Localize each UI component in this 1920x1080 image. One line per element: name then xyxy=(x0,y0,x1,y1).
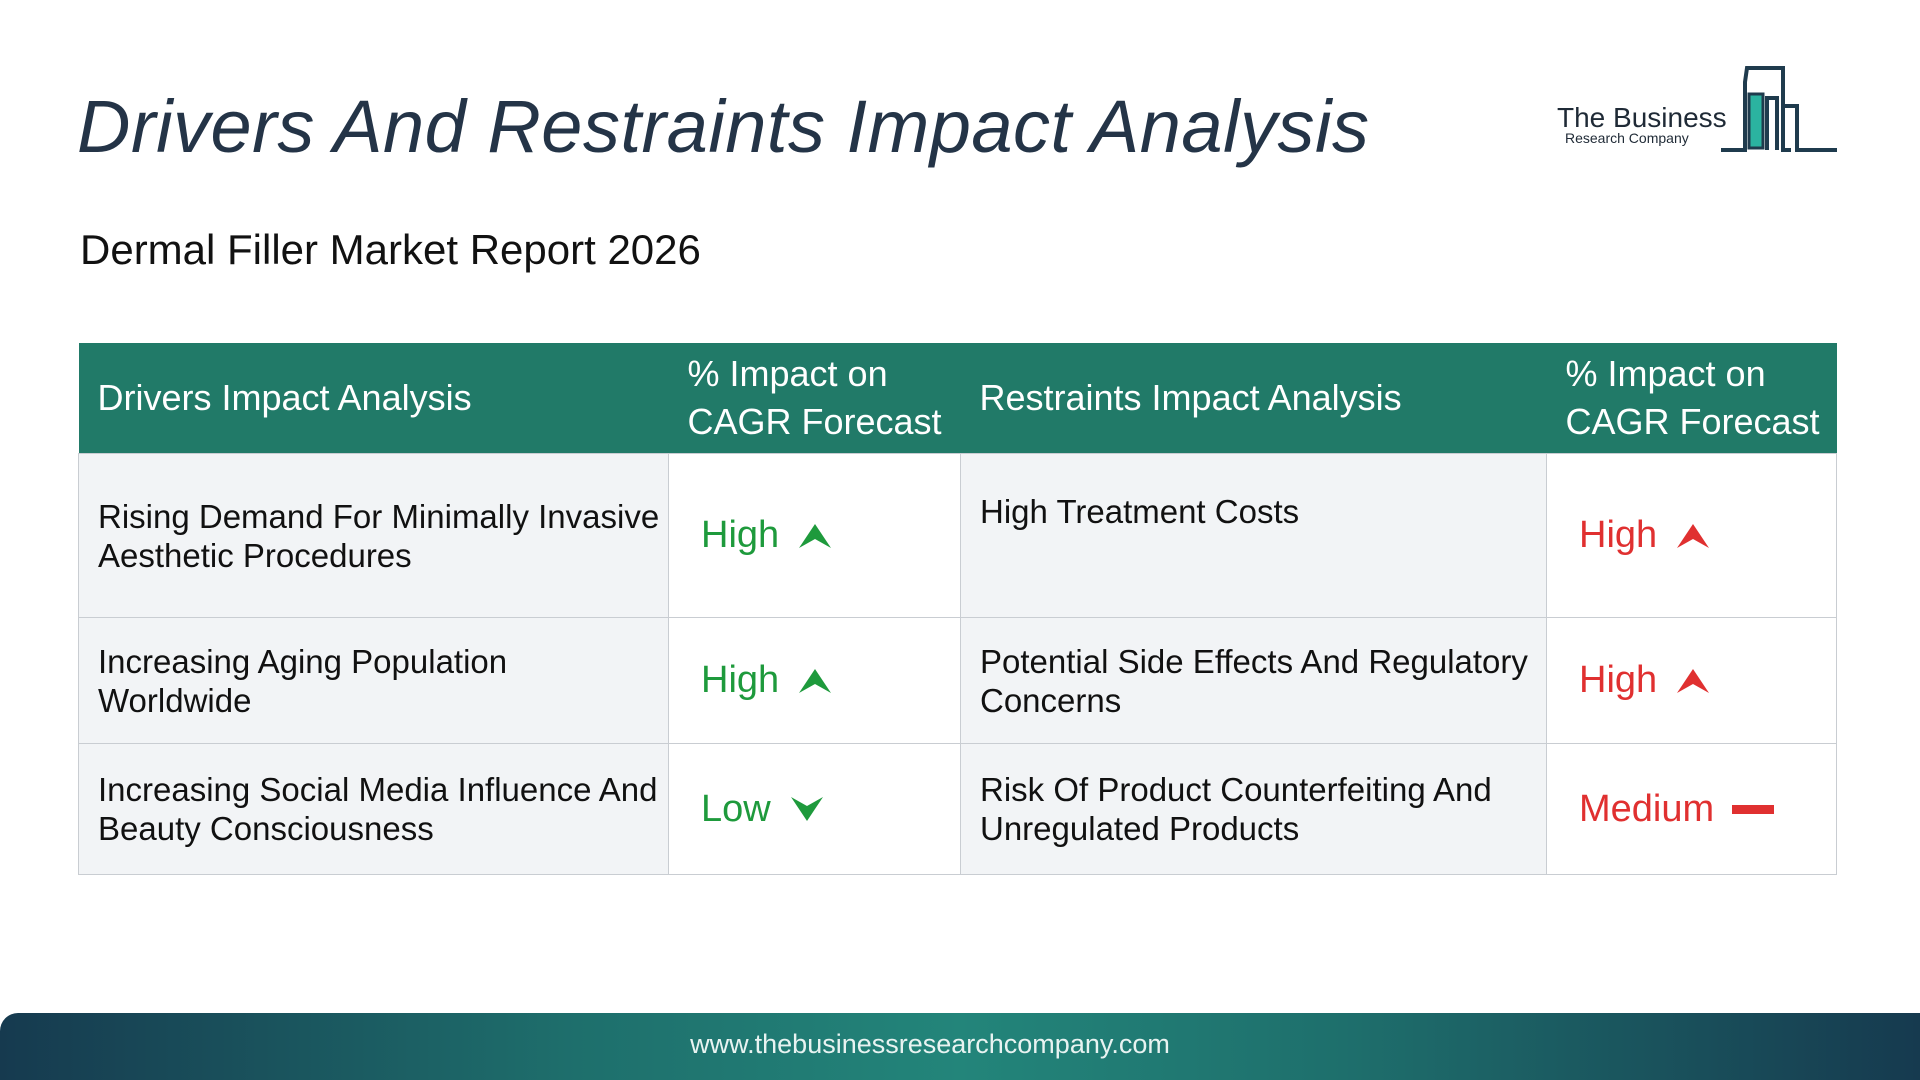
impact-value: High xyxy=(701,659,780,701)
table-row: Increasing Aging Population Worldwide Hi… xyxy=(78,617,1837,744)
table-header-row: Drivers Impact Analysis % Impact on CAGR… xyxy=(78,343,1837,454)
triangle-up-icon xyxy=(799,523,832,548)
triangle-up-icon xyxy=(1677,668,1710,693)
logo-buildings-icon xyxy=(1721,66,1837,152)
footer-url[interactable]: www.thebusinessresearchcompany.com xyxy=(690,1029,1170,1059)
driver-impact-cell: High xyxy=(668,453,961,618)
restraint-cell: Risk Of Product Counterfeiting And Unreg… xyxy=(960,743,1547,875)
logo-text-secondary: Research Company xyxy=(1565,130,1689,146)
restraint-impact-cell: High xyxy=(1546,453,1837,618)
header-drivers: Drivers Impact Analysis xyxy=(78,343,669,454)
driver-cell: Increasing Social Media Influence And Be… xyxy=(78,743,669,875)
triangle-up-icon xyxy=(1677,523,1710,548)
restraint-cell: Potential Side Effects And Regulatory Co… xyxy=(960,617,1547,744)
table-row: Rising Demand For Minimally Invasive Aes… xyxy=(78,453,1837,618)
impact-value: High xyxy=(701,514,780,556)
table-row: Increasing Social Media Influence And Be… xyxy=(78,743,1837,875)
header-restraint-impact: % Impact on CAGR Forecast xyxy=(1546,343,1837,454)
driver-impact-cell: Low xyxy=(668,743,961,875)
restraint-cell: High Treatment Costs xyxy=(960,453,1547,618)
driver-cell: Rising Demand For Minimally Invasive Aes… xyxy=(78,453,669,618)
driver-impact-cell: High xyxy=(668,617,961,744)
impact-value: High xyxy=(1579,514,1658,556)
dash-icon xyxy=(1732,805,1775,814)
impact-value: High xyxy=(1579,659,1658,701)
impact-value: Low xyxy=(701,787,771,830)
header-restraints: Restraints Impact Analysis xyxy=(960,343,1547,454)
company-logo: The Business Research Company xyxy=(1553,66,1837,156)
impact-table: Drivers Impact Analysis % Impact on CAGR… xyxy=(78,343,1837,875)
chevron-down-icon xyxy=(790,797,823,821)
footer-bar: www.thebusinessresearchcompany.com xyxy=(0,1013,1920,1080)
logo-text-primary: The Business xyxy=(1557,102,1727,133)
triangle-up-icon xyxy=(799,668,832,693)
page-subtitle: Dermal Filler Market Report 2026 xyxy=(80,226,701,273)
driver-cell: Increasing Aging Population Worldwide xyxy=(78,617,669,744)
header-driver-impact: % Impact on CAGR Forecast xyxy=(668,343,961,454)
restraint-impact-cell: High xyxy=(1546,617,1837,744)
restraint-impact-cell: Medium xyxy=(1546,743,1837,875)
impact-value: Medium xyxy=(1579,787,1715,830)
page-title: Drivers And Restraints Impact Analysis xyxy=(77,85,1370,168)
